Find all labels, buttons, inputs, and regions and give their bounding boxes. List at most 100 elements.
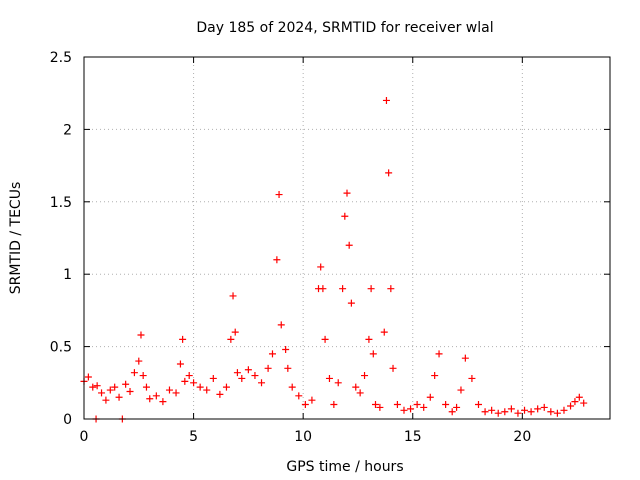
data-point bbox=[209, 374, 217, 382]
data-point bbox=[494, 409, 502, 417]
data-point bbox=[115, 393, 123, 401]
data-point bbox=[288, 383, 296, 391]
data-point bbox=[442, 401, 450, 409]
data-point bbox=[84, 373, 92, 381]
data-point bbox=[238, 374, 246, 382]
data-point bbox=[488, 406, 496, 414]
data-point bbox=[233, 369, 241, 377]
data-point bbox=[135, 357, 143, 365]
series-srmtid bbox=[80, 96, 588, 423]
data-point bbox=[185, 372, 193, 380]
data-point bbox=[369, 350, 377, 358]
data-point bbox=[159, 398, 167, 406]
data-point bbox=[176, 360, 184, 368]
data-point bbox=[203, 386, 211, 394]
data-point bbox=[345, 241, 353, 249]
x-tick-label: 0 bbox=[80, 429, 89, 445]
data-point bbox=[553, 409, 561, 417]
data-point bbox=[575, 393, 583, 401]
y-axis-label: SRMTID / TECUs bbox=[8, 182, 24, 295]
data-point bbox=[376, 403, 384, 411]
data-point bbox=[339, 285, 347, 293]
data-point bbox=[571, 398, 579, 406]
data-point bbox=[165, 386, 173, 394]
data-point bbox=[426, 393, 434, 401]
data-point bbox=[343, 189, 351, 197]
data-point bbox=[560, 406, 568, 414]
y-tick-label: 1 bbox=[63, 267, 72, 283]
plot-frame bbox=[83, 56, 611, 420]
data-point bbox=[382, 96, 390, 104]
data-point bbox=[308, 396, 316, 404]
data-point bbox=[334, 379, 342, 387]
data-point bbox=[380, 328, 388, 336]
data-point bbox=[481, 408, 489, 416]
data-point bbox=[371, 401, 379, 409]
data-point bbox=[453, 403, 461, 411]
data-point bbox=[137, 331, 145, 339]
data-point bbox=[102, 396, 110, 404]
data-point bbox=[457, 386, 465, 394]
data-point bbox=[284, 364, 292, 372]
data-point bbox=[122, 380, 130, 388]
data-point bbox=[365, 335, 373, 343]
data-point bbox=[146, 395, 154, 403]
data-point bbox=[181, 377, 189, 385]
data-point bbox=[319, 285, 327, 293]
data-point bbox=[273, 256, 281, 264]
data-point bbox=[420, 403, 428, 411]
x-tick-label: 20 bbox=[513, 429, 531, 445]
x-tick-label: 15 bbox=[404, 429, 422, 445]
x-tick-labels: 0 5 10 15 20 bbox=[80, 429, 532, 445]
data-point bbox=[277, 321, 285, 329]
data-point bbox=[448, 408, 456, 416]
data-point bbox=[244, 366, 252, 374]
data-point bbox=[111, 383, 119, 391]
data-point bbox=[295, 392, 303, 400]
data-point bbox=[393, 401, 401, 409]
y-tick-label: 0 bbox=[63, 412, 72, 428]
data-point bbox=[521, 406, 529, 414]
data-point bbox=[387, 285, 395, 293]
data-point bbox=[229, 292, 237, 300]
data-point bbox=[407, 405, 415, 413]
data-point bbox=[152, 392, 160, 400]
x-axis-label: GPS time / hours bbox=[286, 459, 403, 475]
data-point bbox=[172, 389, 180, 397]
data-point bbox=[435, 350, 443, 358]
data-point bbox=[89, 383, 97, 391]
data-point bbox=[130, 369, 138, 377]
data-point bbox=[231, 328, 239, 336]
y-tick-label: 2.5 bbox=[50, 50, 72, 66]
data-point bbox=[106, 386, 114, 394]
data-point bbox=[514, 409, 522, 417]
data-point bbox=[98, 389, 106, 397]
data-point bbox=[461, 354, 469, 362]
data-point bbox=[258, 379, 266, 387]
data-point bbox=[264, 364, 272, 372]
axis-ticks bbox=[83, 56, 610, 420]
y-tick-labels: 0 0.5 1 1.5 2 2.5 bbox=[50, 50, 72, 428]
data-point bbox=[330, 401, 338, 409]
data-point bbox=[389, 364, 397, 372]
data-point bbox=[413, 401, 421, 409]
data-point bbox=[361, 372, 369, 380]
data-point bbox=[341, 212, 349, 220]
data-point bbox=[325, 374, 333, 382]
x-tick-label: 10 bbox=[294, 429, 312, 445]
data-point bbox=[501, 408, 509, 416]
data-point bbox=[317, 263, 325, 271]
y-tick-label: 1.5 bbox=[50, 195, 72, 211]
data-point bbox=[321, 335, 329, 343]
data-point bbox=[190, 379, 198, 387]
data-point bbox=[367, 285, 375, 293]
y-tick-label: 0.5 bbox=[50, 340, 72, 356]
data-point bbox=[268, 350, 276, 358]
y-tick-label: 2 bbox=[63, 122, 72, 138]
data-point bbox=[580, 399, 588, 407]
data-point bbox=[139, 372, 147, 380]
data-point bbox=[431, 372, 439, 380]
data-point bbox=[385, 169, 393, 177]
data-point bbox=[547, 408, 555, 416]
